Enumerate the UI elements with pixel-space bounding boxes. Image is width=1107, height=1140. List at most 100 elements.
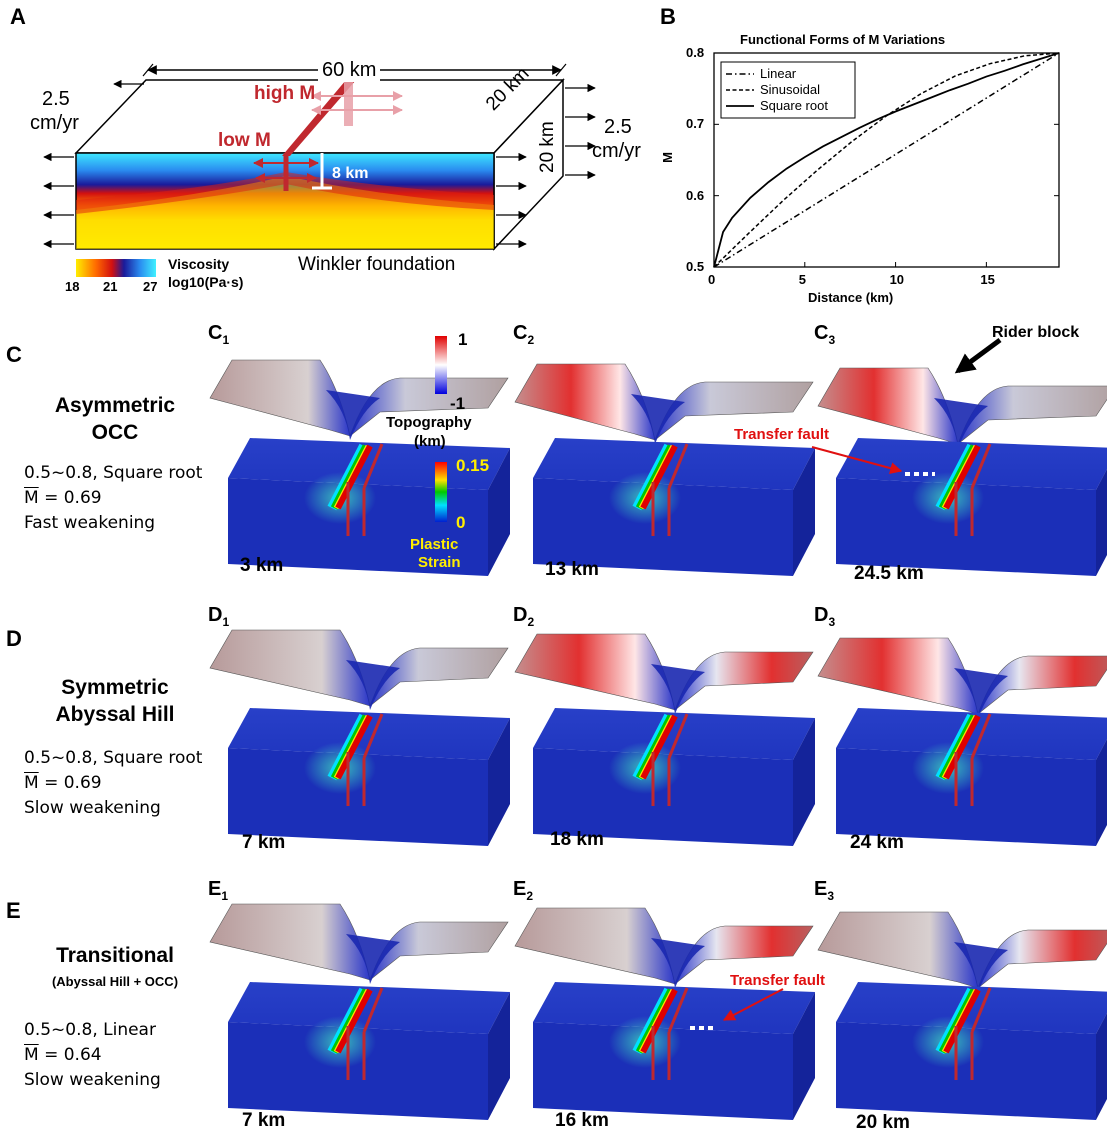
box-top-face xyxy=(533,982,815,1034)
axial-valley xyxy=(651,664,705,714)
viscosity-title: Viscosity xyxy=(168,256,230,272)
high-m-label: high M xyxy=(254,83,316,104)
box-front-face xyxy=(533,478,793,576)
shear-band xyxy=(640,714,678,780)
box-front-face xyxy=(228,748,488,846)
row-d-mbar: M = 0.69 xyxy=(24,773,102,793)
transfer-fault-label-c3: Transfer fault xyxy=(734,426,830,443)
topography-left-flank xyxy=(514,633,676,711)
box-side-face xyxy=(1096,469,1107,576)
topography-right-flank xyxy=(369,921,509,981)
right-rate-unit: cm/yr xyxy=(592,140,641,162)
topography-right-flank xyxy=(369,647,509,707)
distance-label-d2: 18 km xyxy=(550,829,604,850)
row-d-range-form: 0.5~0.8, Square root xyxy=(24,748,203,768)
box-side-face xyxy=(488,992,510,1120)
y-tick-label: 0.5 xyxy=(686,259,705,274)
row-e-range-form: 0.5~0.8, Linear xyxy=(24,1020,156,1040)
box-front-face xyxy=(836,748,1096,846)
left-rate-unit: cm/yr xyxy=(30,112,79,134)
axial-valley xyxy=(954,668,1008,718)
series-line-linear xyxy=(713,52,1060,268)
y-tick-label: 0.8 xyxy=(686,45,705,60)
shear-band xyxy=(943,714,981,780)
topography-colorbar xyxy=(435,336,447,394)
fault-marker-dipping xyxy=(970,987,992,1033)
box-front-face xyxy=(228,1022,488,1120)
box-top-face xyxy=(533,438,815,490)
topography-left-flank xyxy=(209,903,371,981)
axial-valley xyxy=(346,934,400,984)
depth-label-side: 20 km xyxy=(537,121,558,173)
topo-colorbar-max: 1 xyxy=(458,330,468,349)
model-panel-e1 xyxy=(209,903,510,1120)
left-rate-value: 2.5 xyxy=(42,88,70,110)
row-label-e: E xyxy=(6,898,21,923)
low-m-label: low M xyxy=(218,130,271,151)
box-top-face xyxy=(533,708,815,760)
distance-label-d1: 7 km xyxy=(242,832,286,853)
box-side-face xyxy=(793,992,815,1120)
row-c-mbar: M = 0.69 xyxy=(24,488,102,508)
box-side-face xyxy=(793,718,815,846)
row-e-title-line2: (Abyssal Hill + OCC) xyxy=(51,974,179,989)
topography-left-flank xyxy=(209,359,351,437)
right-rate-value: 2.5 xyxy=(604,116,632,138)
shear-band xyxy=(943,988,981,1054)
box-front-face xyxy=(533,1022,793,1120)
fault-marker-dipping xyxy=(362,713,384,759)
model-panel-c3 xyxy=(817,367,1107,576)
transfer-fault-arrow-c3 xyxy=(811,446,903,474)
row-c-range-form: 0.5~0.8, Square root xyxy=(24,463,203,483)
subpanel-label-c3: C3 xyxy=(814,322,836,347)
strain-colorbar-min: 0 xyxy=(456,513,466,532)
viscosity-unit: log10(Pa·s) xyxy=(168,274,244,290)
box-front-face xyxy=(228,478,488,576)
axial-valley xyxy=(346,660,400,710)
box-top-face xyxy=(228,708,510,760)
model-panel-e3 xyxy=(817,911,1107,1120)
subpanel-label-c1: C1 xyxy=(208,322,230,347)
box-side-face xyxy=(488,718,510,846)
row-e-mbar: M = 0.64 xyxy=(24,1045,102,1065)
rider-block-label: Rider block xyxy=(992,324,1080,341)
shear-band xyxy=(335,444,373,510)
row-c-title-line2: OCC xyxy=(91,421,139,444)
row-e-weakening: Slow weakening xyxy=(24,1070,161,1090)
model-box-diagram xyxy=(43,63,596,251)
topo-colorbar-min: -1 xyxy=(450,394,466,413)
row-d-title-line1: Symmetric xyxy=(61,676,169,699)
legend-square-root: Square root xyxy=(760,98,828,113)
box-front-face xyxy=(836,478,1096,576)
series-line-square-root xyxy=(713,52,1060,268)
panel-label-a: A xyxy=(10,4,26,29)
x-tick-label: 15 xyxy=(980,272,995,287)
x-tick-label: 5 xyxy=(798,272,807,287)
axial-valley xyxy=(651,938,705,988)
chart-ylabel: M xyxy=(659,152,675,163)
winkler-foundation-label: Winkler foundation xyxy=(298,254,456,275)
transfer-fault-label-e2: Transfer fault xyxy=(730,972,826,989)
box-front-face xyxy=(533,748,793,846)
distance-label-c2: 13 km xyxy=(545,559,599,580)
m-variation-chart xyxy=(713,52,1060,268)
distance-label-c3: 24.5 km xyxy=(854,563,924,584)
row-c-weakening: Fast weakening xyxy=(24,513,156,533)
strain-colorbar-max: 0.15 xyxy=(456,456,490,475)
strain-colorbar-label1: Plastic xyxy=(410,536,459,553)
distance-label-e2: 16 km xyxy=(555,1110,609,1131)
colorbar-tick-18: 18 xyxy=(65,279,80,294)
topography-left-flank xyxy=(514,363,656,441)
topography-left-flank xyxy=(514,907,676,985)
topography-left-flank xyxy=(209,629,371,707)
axial-valley xyxy=(934,398,988,448)
viscosity-colorbar xyxy=(76,259,156,277)
topography-right-flank xyxy=(957,385,1107,445)
topography-left-flank xyxy=(817,367,959,445)
topo-colorbar-label1: Topography xyxy=(386,414,472,431)
axial-valley xyxy=(631,394,685,444)
legend-linear: Linear xyxy=(760,66,797,81)
subpanel-label-e1: E1 xyxy=(208,878,229,903)
shear-band xyxy=(335,714,373,780)
subpanel-label-d1: D1 xyxy=(208,604,230,629)
